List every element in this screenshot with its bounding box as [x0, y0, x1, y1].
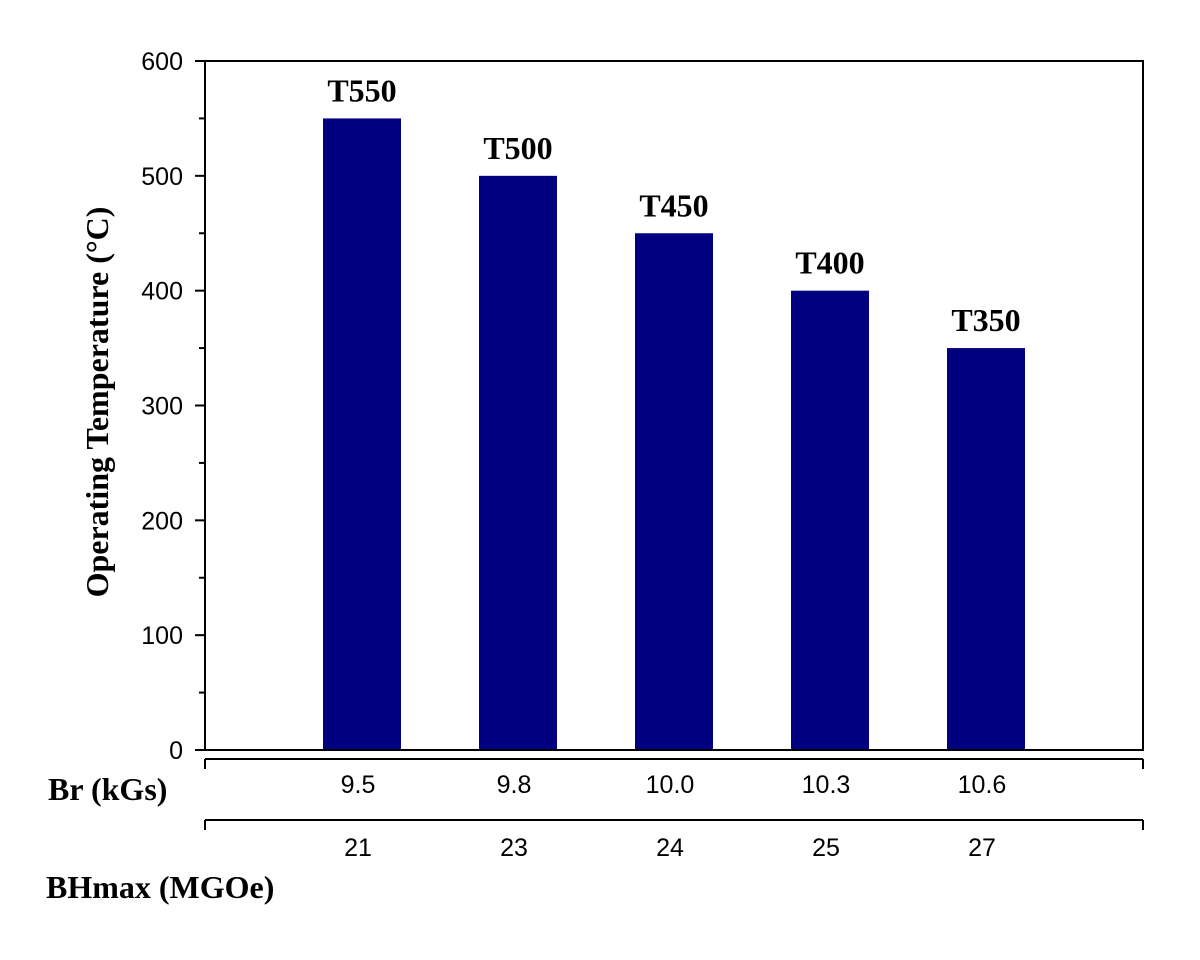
y-tick-label: 200	[141, 507, 183, 535]
bar-t550	[323, 118, 401, 750]
secondary-tick-label: 24	[656, 834, 684, 862]
bar-label-t350: T350	[951, 302, 1020, 338]
y-tick-label: 400	[141, 278, 183, 306]
y-tick-label: 0	[169, 737, 183, 765]
secondary-tick-label: 10.6	[958, 771, 1007, 799]
bar-label-t400: T400	[795, 245, 864, 281]
secondary-tick-label: 9.8	[497, 771, 532, 799]
secondary-tick-label: 10.3	[802, 771, 851, 799]
secondary-tick-label: 27	[968, 834, 996, 862]
y-tick-label: 100	[141, 622, 183, 650]
secondary-tick-label: 25	[812, 834, 840, 862]
br-axis-title: Br (kGs)	[48, 771, 167, 807]
bar-label-t450: T450	[639, 187, 708, 223]
bhmax-axis-title: BHmax (MGOe)	[46, 869, 274, 905]
bar-label-t550: T550	[327, 72, 396, 108]
y-axis-title: Operating Temperature (°C)	[79, 207, 115, 598]
y-tick-label: 600	[141, 48, 183, 76]
bar-t450	[635, 233, 713, 750]
bar-t400	[791, 290, 869, 750]
secondary-tick-label: 10.0	[646, 771, 695, 799]
bar-t500	[479, 175, 557, 751]
secondary-tick-label: 21	[344, 834, 372, 862]
secondary-tick-label: 9.5	[341, 771, 376, 799]
y-tick-label: 500	[141, 163, 183, 191]
secondary-tick-label: 23	[500, 834, 528, 862]
bar-t350	[947, 348, 1025, 750]
bar-label-t500: T500	[483, 130, 552, 166]
y-tick-label: 300	[141, 393, 183, 421]
